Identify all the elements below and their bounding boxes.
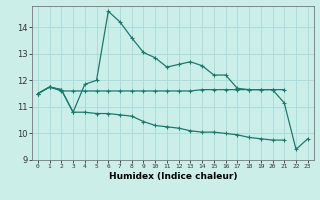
X-axis label: Humidex (Indice chaleur): Humidex (Indice chaleur)	[108, 172, 237, 181]
